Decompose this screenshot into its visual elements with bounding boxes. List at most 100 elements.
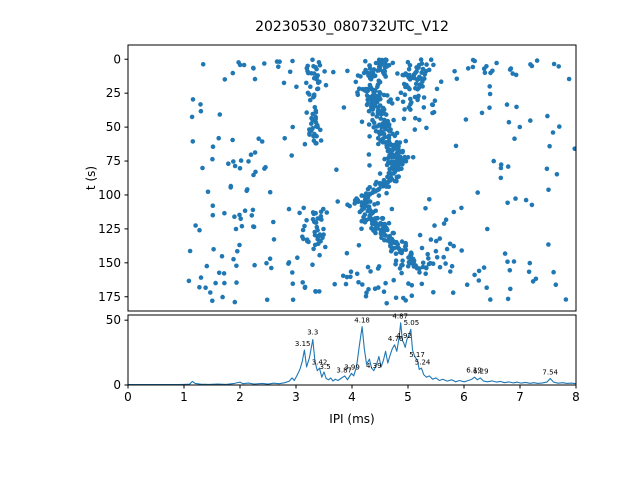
scatter-point: [295, 255, 300, 260]
scatter-point: [443, 217, 449, 222]
scatter-point: [393, 262, 398, 267]
scatter-point: [406, 67, 412, 72]
scatter-point: [386, 160, 391, 165]
scatter-point: [262, 61, 267, 66]
scatter-point: [226, 161, 231, 166]
scatter-point: [426, 256, 431, 261]
scatter-point: [523, 197, 529, 203]
scatter-point: [414, 266, 420, 271]
scatter-point: [517, 124, 523, 130]
scatter-point: [377, 132, 383, 137]
scatter-point: [507, 268, 513, 273]
scatter-point: [362, 218, 367, 223]
scatter-point: [386, 138, 392, 144]
scatter-point: [380, 139, 386, 145]
scatter-point: [399, 270, 404, 276]
scatter-point: [372, 216, 378, 221]
scatter-point: [363, 86, 368, 92]
scatter-point: [366, 287, 371, 292]
scatter-point: [221, 271, 227, 276]
scatter-axes-frame: [127, 44, 577, 312]
scatter-point: [392, 164, 397, 169]
scatter-point: [286, 206, 292, 212]
scatter-point: [405, 264, 411, 269]
scatter-point: [369, 226, 374, 231]
scatter-point: [410, 155, 416, 160]
scatter-point: [438, 79, 444, 84]
scatter-point: [356, 243, 362, 248]
scatter-point: [494, 60, 499, 66]
scatter-point: [417, 232, 423, 238]
scatter-point: [423, 271, 429, 277]
scatter-point: [253, 169, 258, 175]
scatter-point: [431, 62, 436, 68]
scatter-point: [364, 290, 369, 296]
scatter-point: [367, 63, 373, 68]
scatter-point: [309, 115, 314, 121]
tick-label: 4: [348, 390, 356, 404]
scatter-points: [186, 57, 576, 306]
scatter-point: [281, 80, 287, 86]
scatter-point: [365, 70, 370, 75]
scatter-point: [290, 58, 295, 64]
scatter-point: [393, 251, 399, 256]
scatter-point: [237, 242, 242, 248]
tick-label: 6: [460, 390, 468, 404]
scatter-point: [238, 216, 243, 221]
scatter-point: [428, 237, 434, 242]
scatter-point: [318, 138, 324, 143]
peak-annotation: 4.18: [354, 316, 370, 324]
scatter-point: [216, 135, 221, 141]
scatter-point: [419, 281, 425, 287]
scatter-point: [383, 61, 388, 66]
scatter-point: [459, 205, 464, 211]
scatter-point: [370, 111, 376, 117]
scatter-point: [290, 270, 295, 275]
scatter-point: [251, 66, 256, 71]
scatter-point: [452, 69, 457, 74]
scatter-point: [371, 125, 377, 130]
scatter-point: [232, 299, 238, 305]
scatter-point: [498, 162, 504, 167]
scatter-point: [388, 142, 393, 148]
scatter-point: [200, 165, 205, 171]
scatter-point: [511, 259, 517, 264]
scatter-point: [434, 86, 440, 92]
scatter-point: [450, 290, 456, 296]
scatter-point: [434, 254, 440, 260]
scatter-point: [355, 199, 361, 205]
scatter-point: [375, 84, 380, 90]
scatter-point: [463, 117, 469, 122]
scatter-point: [386, 63, 392, 68]
scatter-point: [340, 273, 346, 279]
scatter-point: [367, 191, 373, 197]
scatter-point: [405, 155, 411, 160]
scatter-point: [514, 104, 519, 110]
scatter-point: [289, 153, 295, 158]
scatter-point: [297, 210, 302, 216]
scatter-point: [386, 135, 392, 141]
scatter-point: [219, 253, 225, 259]
scatter-point: [208, 290, 213, 295]
scatter-point: [315, 86, 321, 91]
scatter-point: [405, 59, 411, 65]
scatter-point: [377, 171, 383, 176]
scatter-point: [379, 62, 385, 67]
scatter-point: [394, 239, 399, 245]
scatter-point: [310, 111, 316, 117]
scatter-point: [508, 286, 513, 292]
scatter-point: [382, 65, 388, 70]
scatter-point: [419, 70, 425, 75]
scatter-point: [382, 68, 388, 74]
peak-annotation: 7.54: [542, 368, 558, 376]
scatter-point: [307, 97, 313, 103]
scatter-point: [383, 57, 388, 62]
scatter-point: [433, 238, 439, 244]
scatter-point: [269, 265, 274, 271]
scatter-point: [256, 136, 262, 141]
scatter-point: [551, 269, 556, 275]
scatter-point: [394, 174, 400, 180]
peak-annotation: 4.76: [388, 335, 404, 343]
peak-annotation: 5.17: [409, 351, 425, 359]
scatter-point: [553, 282, 559, 288]
